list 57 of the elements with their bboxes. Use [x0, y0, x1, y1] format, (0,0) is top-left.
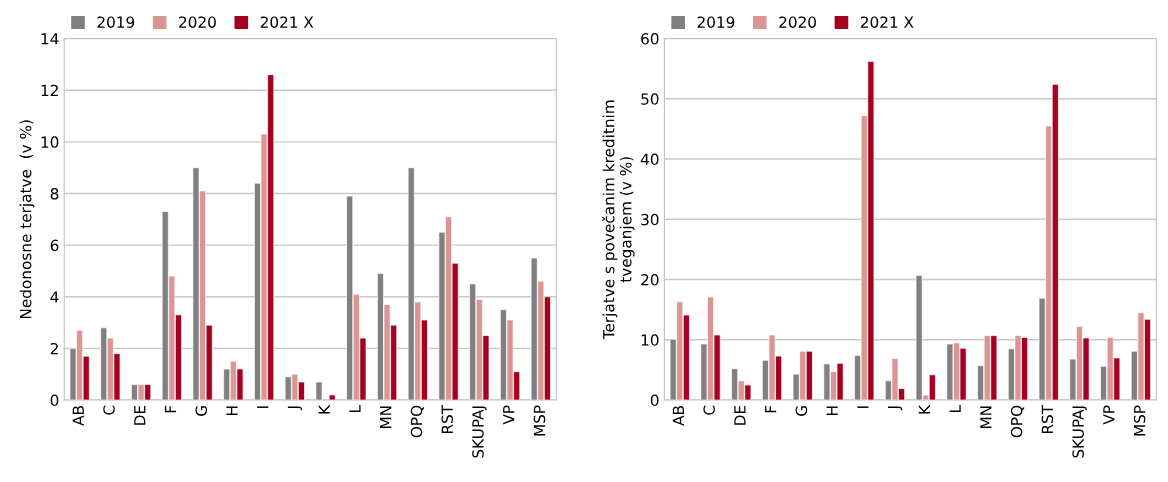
y-tick-label: 6 — [50, 239, 59, 252]
y-tick-label: 10 — [641, 334, 659, 346]
y-tick-label: 20 — [641, 274, 659, 286]
x-tick-label: AB — [672, 406, 684, 426]
x-tick-label: DE — [734, 405, 746, 425]
x-tick-label: C — [103, 405, 115, 415]
legend-label: 2019 — [697, 16, 735, 28]
x-tick-label: L — [349, 405, 361, 412]
y-tick-label: 40 — [640, 153, 659, 166]
x-tick-label: RST — [441, 404, 453, 434]
x-tick-label: MSP — [1133, 405, 1146, 436]
x-tick-label: J — [888, 406, 903, 411]
y-axis-title: Nedonosne terjatve (v %) — [19, 120, 35, 319]
x-tick-label: K — [318, 404, 330, 414]
legend-label: 2020 — [179, 16, 216, 28]
bar — [328, 394, 336, 401]
legend-label: 2019 — [97, 16, 135, 28]
x-tick-label: SKUPAJ — [1072, 406, 1087, 458]
bar — [315, 381, 323, 401]
legend-label: 2021 X — [860, 16, 914, 28]
x-tick-label: MN — [380, 406, 392, 429]
x-tick-label: OPQ — [1010, 405, 1025, 438]
y-tick-label: 12 — [41, 84, 58, 97]
x-tick-label: VP — [1103, 405, 1115, 425]
y-tick-label: 8 — [50, 187, 59, 200]
x-tick-label: C — [703, 405, 715, 415]
x-tick-label: MN — [980, 406, 992, 429]
y-tick-label: 0 — [50, 394, 59, 407]
x-tick-label: K — [918, 404, 930, 414]
y-tick-label: 14 — [41, 33, 59, 45]
x-tick-label: RST — [1041, 404, 1054, 434]
x-tick-label: OPQ — [410, 405, 424, 438]
x-tick-label: MSP — [533, 405, 546, 436]
x-tick-label: H — [826, 406, 838, 415]
x-tick-label: F — [765, 405, 777, 413]
x-tick-label: J — [287, 406, 303, 411]
y-tick-label: 2 — [50, 342, 58, 355]
x-tick-label: F — [164, 405, 177, 413]
x-tick-label: AB — [72, 406, 84, 426]
x-tick-label: SKUPAJ — [472, 406, 487, 458]
x-tick-label: G — [195, 406, 208, 416]
y-tick-label: 0 — [650, 394, 659, 407]
y-tick-label: 60 — [641, 33, 659, 45]
y-tick-label: 30 — [641, 213, 659, 226]
x-tick-label: H — [226, 406, 238, 415]
x-tick-label: L — [949, 405, 961, 412]
y-axis-title: Terjatve s povečanim kreditnim tveganjem (v %) — [602, 100, 635, 340]
x-tick-label: VP — [503, 405, 515, 425]
legend-label: 2020 — [779, 16, 816, 28]
legend-label: 2021 X — [260, 16, 314, 28]
x-tick-label: DE — [134, 405, 146, 425]
x-tick-label: G — [795, 406, 808, 416]
x-tick-label: I — [857, 406, 869, 408]
y-tick-label: 10 — [41, 136, 59, 148]
y-tick-label: 4 — [50, 291, 59, 303]
x-tick-label: I — [257, 406, 269, 408]
y-tick-label: 50 — [641, 93, 659, 105]
